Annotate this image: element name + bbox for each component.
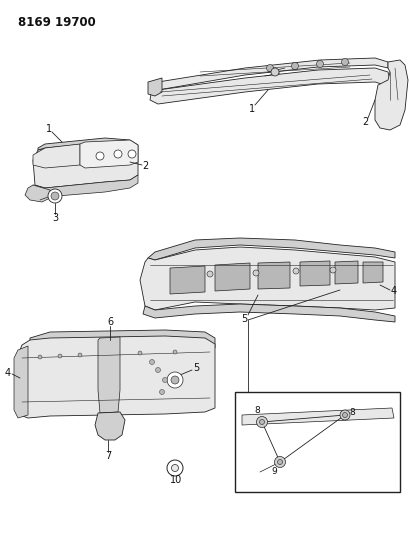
Text: 5: 5 — [192, 363, 199, 373]
Text: 9: 9 — [270, 467, 276, 477]
Text: 2: 2 — [361, 117, 367, 127]
Circle shape — [128, 150, 136, 158]
Circle shape — [341, 59, 348, 66]
Polygon shape — [14, 346, 28, 418]
Circle shape — [58, 354, 62, 358]
Bar — [234, 392, 399, 492]
Polygon shape — [18, 336, 214, 418]
Text: 2: 2 — [142, 161, 148, 171]
Circle shape — [259, 419, 264, 424]
Polygon shape — [33, 175, 138, 197]
Circle shape — [48, 189, 62, 203]
Polygon shape — [25, 185, 50, 202]
Polygon shape — [214, 263, 249, 291]
Circle shape — [342, 413, 347, 417]
Circle shape — [155, 367, 160, 373]
Circle shape — [252, 270, 258, 276]
Circle shape — [270, 68, 278, 76]
Circle shape — [316, 61, 323, 68]
Circle shape — [171, 464, 178, 472]
Text: 7: 7 — [105, 451, 111, 461]
Polygon shape — [139, 247, 394, 310]
Circle shape — [266, 64, 273, 71]
Circle shape — [329, 267, 335, 273]
Circle shape — [274, 456, 285, 467]
Circle shape — [114, 150, 122, 158]
Polygon shape — [95, 412, 125, 440]
Polygon shape — [257, 262, 289, 289]
Polygon shape — [299, 261, 329, 286]
Circle shape — [171, 376, 179, 384]
Polygon shape — [170, 266, 204, 294]
Text: 4: 4 — [5, 368, 11, 378]
Text: 5: 5 — [240, 314, 247, 324]
Text: 1: 1 — [46, 124, 52, 134]
Circle shape — [159, 390, 164, 394]
Polygon shape — [143, 304, 394, 322]
Text: 8: 8 — [254, 407, 259, 416]
Circle shape — [51, 192, 59, 200]
Text: 3: 3 — [52, 213, 58, 223]
Circle shape — [162, 377, 167, 383]
Polygon shape — [98, 337, 120, 413]
Text: 8169 19700: 8169 19700 — [18, 16, 96, 29]
Circle shape — [166, 372, 182, 388]
Text: 1: 1 — [248, 104, 254, 114]
Polygon shape — [374, 60, 407, 130]
Circle shape — [292, 268, 298, 274]
Circle shape — [291, 62, 298, 69]
Circle shape — [339, 410, 349, 420]
Polygon shape — [33, 142, 138, 188]
Polygon shape — [152, 58, 387, 90]
Polygon shape — [148, 78, 162, 96]
Circle shape — [277, 459, 282, 464]
Circle shape — [149, 359, 154, 365]
Text: 4: 4 — [390, 286, 396, 296]
Circle shape — [173, 350, 177, 354]
Polygon shape — [33, 144, 80, 168]
Text: 10: 10 — [169, 475, 182, 485]
Polygon shape — [148, 238, 394, 260]
Polygon shape — [241, 408, 393, 425]
Circle shape — [38, 355, 42, 359]
Circle shape — [256, 416, 267, 427]
Polygon shape — [150, 68, 389, 104]
Polygon shape — [80, 140, 138, 168]
Circle shape — [96, 152, 104, 160]
Circle shape — [166, 460, 182, 476]
Text: 6: 6 — [107, 317, 113, 327]
Polygon shape — [362, 262, 382, 283]
Polygon shape — [30, 330, 214, 348]
Circle shape — [78, 353, 82, 357]
Circle shape — [138, 351, 142, 355]
Text: 8: 8 — [348, 408, 354, 417]
Circle shape — [207, 271, 213, 277]
Polygon shape — [334, 261, 357, 284]
Polygon shape — [38, 138, 138, 150]
